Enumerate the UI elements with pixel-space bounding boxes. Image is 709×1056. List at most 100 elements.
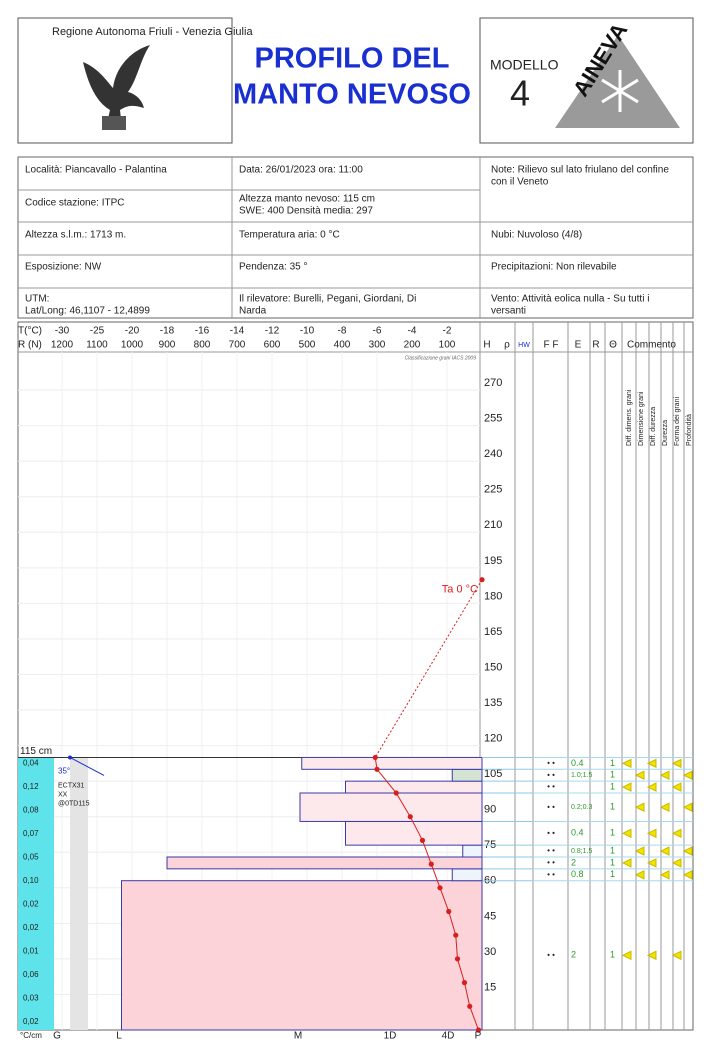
gradient-value: 0,04 (23, 759, 39, 768)
flake-arm (601, 78, 639, 104)
eagle-base (102, 116, 126, 130)
grain-shape: • • (547, 828, 555, 837)
snow-layer (301, 756, 483, 770)
grain-size: 2 (571, 857, 576, 867)
gradient-value: 0,06 (23, 970, 39, 979)
hardness-class: 4D (442, 1031, 455, 1042)
info-text: Temperatura aria: 0 °C (239, 230, 340, 241)
r-tick-label: 100 (439, 340, 456, 351)
temperature-point (372, 754, 378, 761)
temperature-point (393, 790, 399, 796)
r-axis-label: R (N) (18, 340, 42, 351)
info-text: Pendenza: 35 ° (239, 262, 308, 273)
comment-flag (646, 782, 657, 792)
info-text: Altezza s.l.m.: 1713 m. (25, 230, 126, 241)
t-tick-label: -18 (160, 326, 175, 337)
comment-header: Profondità (686, 414, 693, 446)
h-tick-label: 240 (484, 448, 502, 460)
gradient-value: 0,02 (23, 923, 39, 932)
model-number: 4 (510, 73, 530, 114)
grain-shape: • • (547, 758, 555, 767)
t-axis-label: T(°C) (18, 326, 42, 337)
air-label: Ta 0 °C (442, 584, 478, 596)
h-tick-label: 195 (484, 555, 502, 567)
temperature-point (467, 1003, 473, 1009)
eagle-shape (83, 45, 150, 128)
model-box (479, 17, 694, 144)
slope-dot (68, 755, 72, 760)
t-tick-label: -16 (195, 326, 210, 337)
snow-layer (299, 792, 483, 822)
t-tick-label: -2 (443, 326, 452, 337)
h-tick-label: 210 (484, 519, 502, 531)
snow-layer (166, 856, 483, 870)
wetness: 1 (610, 802, 615, 812)
comment-flag (671, 950, 682, 961)
t-tick-label: -4 (408, 326, 417, 337)
t-tick-label: -8 (338, 326, 347, 337)
info-text: SWE: 400 Densità media: 297 (239, 206, 373, 217)
column-header: E (575, 340, 582, 351)
comment-flag (682, 770, 693, 781)
wetness: 1 (610, 828, 615, 838)
h-tick-label: 120 (484, 733, 502, 745)
column-header: ρ (504, 340, 510, 351)
h-tick-label: 165 (484, 626, 502, 638)
comment-flag (659, 770, 670, 781)
column-header: F F (544, 340, 559, 351)
hardness-class: 1D (384, 1031, 397, 1042)
h-tick-label: 105 (484, 768, 502, 780)
gradient-value: 0,07 (23, 829, 39, 838)
info-text: Note: Rilievo sul lato friulano del conf… (491, 165, 669, 176)
profile-chart: T(°C)R (N)-301200-251100-201000-18900-16… (17, 321, 694, 1042)
temperature-point (461, 980, 468, 986)
info-text: Lat/Long: 46,1107 - 12,4899 (25, 306, 150, 317)
comment-flag (634, 846, 645, 856)
comment-flag (646, 950, 657, 961)
grain-size: 0.2;0.3 (571, 804, 593, 811)
r-tick-label: 800 (194, 340, 211, 351)
comment-flag (621, 858, 632, 868)
r-tick-label: 600 (264, 340, 281, 351)
t-tick-label: -12 (265, 326, 280, 337)
h-tick-label: 150 (484, 661, 502, 673)
comment-flag (671, 858, 682, 868)
r-tick-label: 300 (369, 340, 386, 351)
comment-flag (671, 758, 682, 769)
r-tick-label: 500 (299, 340, 316, 351)
wetness: 1 (610, 781, 615, 791)
info-text: Codice stazione: ITPC (25, 198, 125, 209)
slope-indicator (69, 757, 105, 776)
info-text: Località: Piancavallo - Palantina (25, 165, 167, 176)
temperature-point (419, 837, 426, 844)
h-tick-label: 90 (484, 804, 496, 816)
comment-header: Forma dei grani (674, 397, 681, 446)
snow-layer (462, 844, 483, 858)
temperature-point (475, 1027, 482, 1033)
grain-shape: • • (547, 802, 555, 811)
test-result: @0TD115 (58, 800, 90, 807)
r-tick-label: 200 (404, 340, 421, 351)
column-header: H (483, 340, 490, 351)
info-text: con il Veneto (491, 177, 549, 188)
grain-size: 2 (571, 950, 576, 960)
gradient-value: 0,08 (23, 806, 39, 815)
grain-shape: • • (547, 870, 555, 879)
t-tick-label: -25 (90, 326, 105, 337)
comment-flag (621, 950, 632, 961)
test-result: XX (58, 791, 68, 798)
h-tick-label: 45 (484, 910, 496, 922)
gradient-value: 0,01 (23, 947, 39, 956)
wetness: 1 (610, 857, 615, 867)
column-header: Θ (609, 340, 617, 351)
info-text: Altezza manto nevoso: 115 cm (239, 194, 375, 205)
grain-size: 1.0;1.5 (571, 772, 593, 779)
temperature-point (437, 885, 443, 891)
info-text: versanti (491, 306, 526, 317)
info-text: UTM: (25, 294, 49, 305)
info-text: Esposizione: NW (25, 262, 102, 273)
comment-flag (682, 869, 693, 880)
gradient-value: 0,03 (23, 994, 39, 1003)
grain-size: 0.8 (571, 869, 584, 879)
